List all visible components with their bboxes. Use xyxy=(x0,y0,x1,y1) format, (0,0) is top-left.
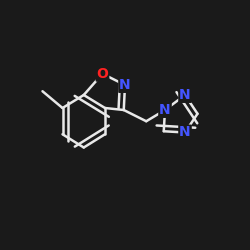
Text: O: O xyxy=(96,67,108,81)
Text: N: N xyxy=(119,78,131,92)
Text: N: N xyxy=(179,88,191,102)
Text: N: N xyxy=(159,103,171,117)
Text: N: N xyxy=(179,126,191,140)
